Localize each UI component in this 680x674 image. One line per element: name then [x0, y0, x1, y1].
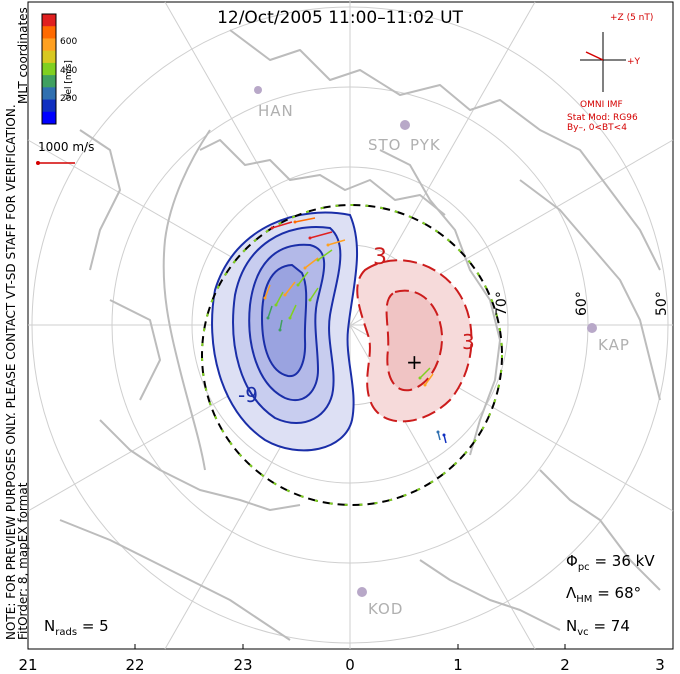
- scale-vector-label: 1000 m/s: [38, 140, 95, 154]
- colorbar-swatch: [42, 99, 56, 113]
- colorbar-swatch: [42, 111, 56, 125]
- station-han: HAN: [258, 102, 294, 120]
- colorbar-tick-600: 600: [60, 37, 78, 47]
- map-title: 12/Oct/2005 11:00–11:02 UT: [217, 8, 463, 28]
- positive-cell: [356, 259, 473, 423]
- hm-boundary-points: [201, 204, 503, 506]
- mlt-tick-0: 0: [345, 656, 355, 674]
- hm-latitude: ΛHM = 68°: [566, 584, 642, 605]
- cross-polar-cap-potential: Φpc = 36 kV: [566, 552, 655, 573]
- colorbar-swatch: [42, 75, 56, 88]
- lat-label-60: 60°: [574, 291, 590, 316]
- station-pyk: PYK: [410, 136, 441, 154]
- scale-vector: [36, 161, 75, 165]
- imf-source: OMNI IMF: [580, 100, 623, 110]
- mlt-tick-3: 3: [655, 656, 665, 674]
- pos-contour-inner: [385, 289, 444, 392]
- colorbar-swatch: [42, 50, 56, 64]
- mlt-tick-2: 2: [560, 656, 570, 674]
- num-radars: Nrads = 5: [44, 617, 109, 638]
- colorbar-swatch: [42, 62, 56, 76]
- imf-dial: [580, 32, 626, 92]
- velocity-vectors: [263, 217, 447, 444]
- colorbar-swatch: [42, 38, 56, 52]
- lat-label-70: 70°: [494, 291, 510, 316]
- neg-contour-4: [260, 263, 308, 378]
- station-kap: KAP: [598, 336, 630, 354]
- fit-info: FitOrder: 8, mapEX format: [16, 482, 30, 640]
- station-markers: [254, 86, 597, 597]
- colorbar-tick-200: 200: [60, 94, 78, 104]
- num-vectors: Nvc = 74: [566, 617, 630, 638]
- coordinate-system: MLT coordinates: [16, 7, 30, 104]
- imf-condition: By–, 0<BT<4: [567, 123, 627, 133]
- mlt-tick-21: 21: [18, 656, 38, 674]
- lat-label-50: 50°: [654, 291, 670, 316]
- stat-model: Stat Mod: RG96: [567, 113, 638, 123]
- contour-label-pos1: 3: [373, 245, 387, 270]
- mlt-tick-23: 23: [233, 656, 253, 674]
- station-kod: KOD: [368, 600, 404, 618]
- colorbar-swatch: [42, 87, 56, 101]
- imf-y-label: +Y: [627, 57, 641, 67]
- station-sto: STO: [368, 136, 402, 154]
- colorbar-swatch: [42, 26, 56, 39]
- grid: [27, 0, 674, 650]
- negative-cell: [211, 211, 359, 452]
- colorbar-tick-400: 400: [60, 66, 78, 76]
- imf-z-label: +Z (5 nT): [610, 13, 654, 23]
- mlt-tick-22: 22: [125, 656, 145, 674]
- contour-label-neg: -9: [238, 383, 258, 407]
- colorbar: [41, 13, 57, 125]
- colorbar-border: [41, 13, 57, 125]
- contour-label-pos2: 3: [462, 330, 475, 354]
- mlt-tick-1: 1: [453, 656, 463, 674]
- coastlines: [59, 29, 661, 641]
- potential-max-marker: +: [406, 350, 423, 374]
- colorbar-swatch: [42, 14, 56, 27]
